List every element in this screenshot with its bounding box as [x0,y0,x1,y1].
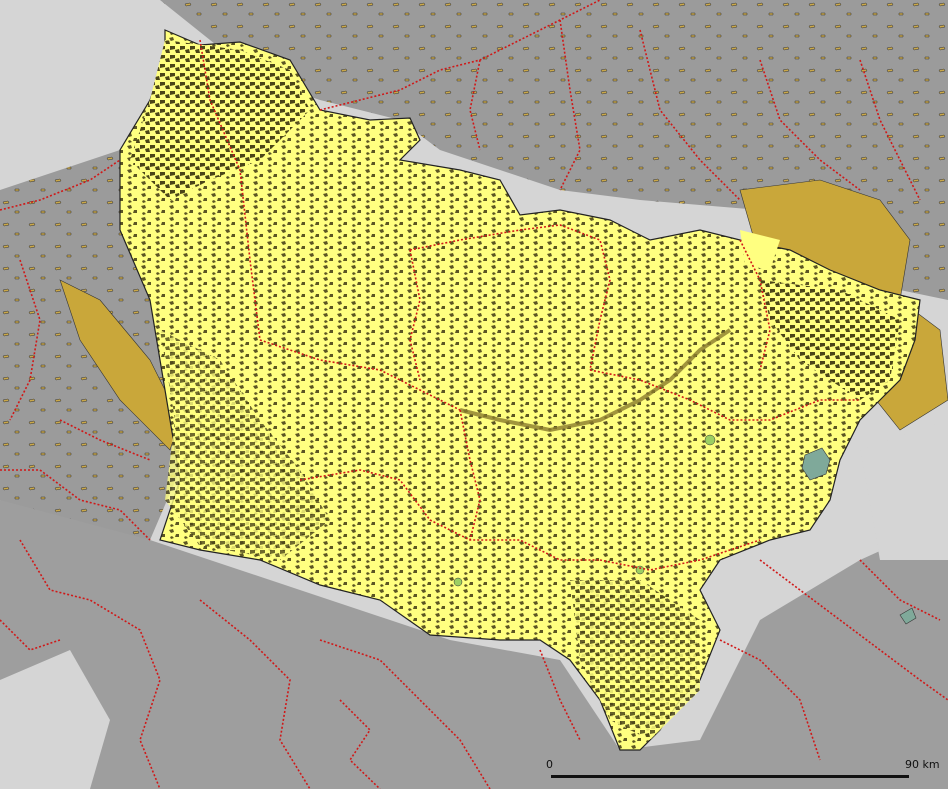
dense-forest-core-north [130,40,310,200]
lake-southeast [899,607,917,625]
lake-east [801,447,831,481]
meadow-patch [453,577,463,587]
scale-bar-end-label: 90 km [905,758,940,771]
scale-bar [551,775,909,778]
southern-neighbor [0,500,948,789]
dense-forest-core-east [760,280,900,400]
eastern-light-area [860,420,948,560]
dense-forest-core-southwest [160,330,330,560]
meadow-patch [704,434,716,446]
meadow-patch [635,565,645,575]
clearing-east [740,230,780,270]
northern-neighbor [160,0,948,300]
main-region[interactable] [119,29,921,751]
river [459,328,732,433]
scale-bar-start-label: 0 [546,758,553,771]
southwest-light-area [0,650,110,789]
dense-forest-core-south [570,580,700,740]
